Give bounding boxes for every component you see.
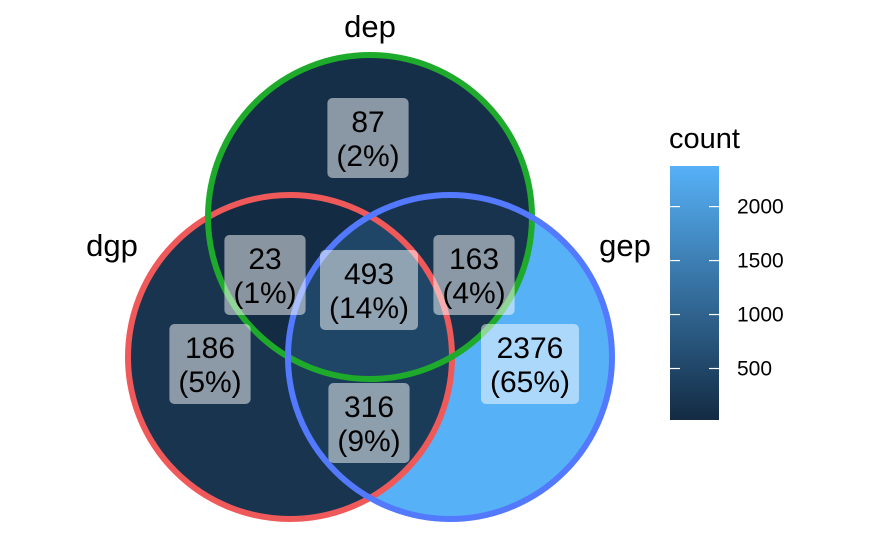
region-label-box bbox=[327, 98, 409, 178]
region-label-box bbox=[433, 235, 515, 315]
region-percent: (9%) bbox=[337, 425, 400, 458]
region-count: 493 bbox=[344, 258, 394, 291]
region-label-dgp-dep: 23(1%) bbox=[224, 235, 306, 315]
set-label-gep: gep bbox=[599, 228, 651, 263]
region-percent: (2%) bbox=[336, 140, 399, 173]
legend-ticks: 2000 1500 1000 500 bbox=[670, 196, 784, 381]
region-labels: 87(2%)23(1%)493(14%)163(4%)186(5%)2376(6… bbox=[169, 98, 579, 463]
region-label-box bbox=[224, 235, 306, 315]
region-label-dgp-dep-gep: 493(14%) bbox=[320, 250, 418, 330]
region-count: 163 bbox=[449, 243, 499, 276]
count-legend: count 2000 1500 1000 500 bbox=[669, 123, 784, 420]
set-label-dgp: dgp bbox=[86, 228, 138, 263]
region-percent: (5%) bbox=[178, 366, 241, 399]
set-label-dep: dep bbox=[344, 9, 396, 44]
region-percent: (65%) bbox=[490, 366, 570, 399]
region-label-dep: 87(2%) bbox=[327, 98, 409, 178]
set-circle-gep bbox=[285, 192, 615, 522]
legend-tick-label: 2000 bbox=[737, 196, 784, 219]
region-label-box bbox=[481, 324, 579, 404]
region-percent: (4%) bbox=[442, 277, 505, 310]
region-count: 23 bbox=[248, 243, 281, 276]
region-label-dep-gep: 163(4%) bbox=[433, 235, 515, 315]
region-label-box bbox=[328, 383, 410, 463]
legend-title: count bbox=[669, 123, 740, 155]
legend-tick-label: 1000 bbox=[737, 304, 784, 327]
legend-tick-label: 1500 bbox=[737, 250, 784, 273]
region-count: 2376 bbox=[497, 332, 564, 365]
region-label-box bbox=[169, 324, 251, 404]
legend-colorbar bbox=[670, 166, 719, 420]
region-count: 87 bbox=[351, 106, 384, 139]
region-label-dgp-gep: 316(9%) bbox=[328, 383, 410, 463]
region-label-gep: 2376(65%) bbox=[481, 324, 579, 404]
region-label-dgp: 186(5%) bbox=[169, 324, 251, 404]
region-count: 186 bbox=[185, 332, 235, 365]
region-count: 316 bbox=[344, 391, 394, 424]
set-outlines bbox=[125, 52, 615, 522]
region-percent: (1%) bbox=[233, 277, 296, 310]
region-percent: (14%) bbox=[329, 292, 409, 325]
region-label-box bbox=[320, 250, 418, 330]
set-labels: dgp dep gep bbox=[86, 9, 651, 263]
legend-tick-label: 500 bbox=[737, 358, 772, 381]
